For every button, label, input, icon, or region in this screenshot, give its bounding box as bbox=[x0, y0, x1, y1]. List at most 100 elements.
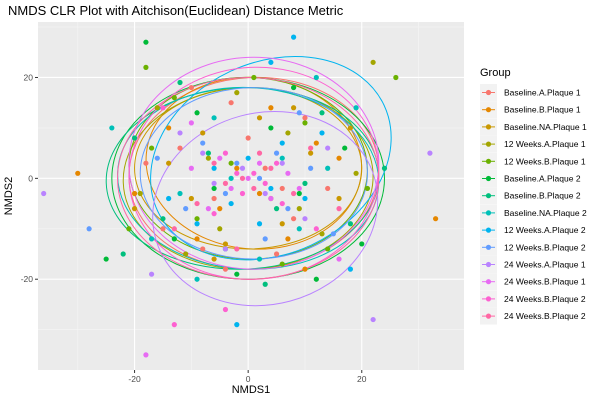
data-point bbox=[143, 160, 149, 166]
data-point bbox=[325, 145, 331, 151]
data-point bbox=[313, 276, 319, 282]
data-point bbox=[279, 200, 285, 207]
data-point bbox=[217, 206, 223, 212]
data-point bbox=[268, 195, 274, 202]
data-point bbox=[149, 236, 155, 242]
data-point bbox=[427, 150, 433, 156]
data-point bbox=[285, 206, 291, 212]
data-point bbox=[160, 216, 166, 222]
confidence-ellipses bbox=[105, 56, 392, 307]
data-point bbox=[302, 266, 308, 272]
data-point bbox=[273, 150, 280, 156]
data-point bbox=[177, 145, 183, 151]
legend-key-point bbox=[485, 107, 492, 113]
legend-key-point bbox=[485, 296, 492, 302]
data-point bbox=[177, 130, 183, 136]
data-point bbox=[194, 200, 200, 207]
data-point bbox=[279, 185, 285, 192]
data-point bbox=[291, 190, 297, 197]
data-point bbox=[256, 115, 263, 121]
legend-label: Baseline.A.Plaque 1 bbox=[504, 88, 581, 98]
series-ellipse bbox=[139, 87, 368, 260]
data-point bbox=[131, 206, 138, 212]
data-point bbox=[183, 206, 189, 212]
data-point bbox=[273, 206, 280, 212]
data-point bbox=[353, 170, 359, 176]
data-point bbox=[137, 190, 143, 197]
data-point bbox=[291, 105, 297, 111]
legend-label: Baseline.B.Plaque 2 bbox=[504, 191, 581, 201]
data-point bbox=[234, 322, 240, 328]
legend-key-point bbox=[485, 210, 492, 216]
data-point bbox=[268, 105, 274, 111]
data-point bbox=[143, 352, 149, 358]
data-point bbox=[302, 180, 308, 186]
series-ellipse bbox=[150, 56, 392, 261]
data-point bbox=[234, 246, 240, 252]
data-point bbox=[336, 206, 342, 212]
data-point bbox=[211, 256, 217, 262]
data-point bbox=[285, 170, 291, 176]
data-point bbox=[149, 271, 155, 277]
data-point bbox=[245, 175, 251, 181]
series-ellipse bbox=[152, 110, 379, 307]
legend-key-point bbox=[485, 279, 492, 285]
data-point bbox=[217, 155, 223, 161]
data-point bbox=[296, 185, 302, 192]
data-point bbox=[336, 155, 342, 161]
y-axis-label: NMDS2 bbox=[3, 177, 15, 216]
data-point bbox=[228, 185, 234, 192]
data-point bbox=[41, 190, 47, 197]
data-point bbox=[268, 125, 274, 131]
plot-background bbox=[38, 22, 464, 370]
legend-label: 12 Weeks.A.Plaque 1 bbox=[504, 139, 586, 149]
data-point bbox=[353, 105, 359, 111]
data-point bbox=[279, 155, 285, 161]
data-point bbox=[393, 74, 399, 81]
data-point bbox=[313, 74, 319, 81]
data-point bbox=[211, 115, 217, 121]
legend-key-point bbox=[485, 244, 492, 250]
data-point bbox=[302, 195, 308, 202]
legend-label: Baseline.NA.Plaque 2 bbox=[504, 208, 587, 218]
data-point bbox=[347, 125, 353, 131]
data-point bbox=[370, 59, 376, 65]
data-point bbox=[194, 110, 200, 116]
legend-label: 12 Weeks.B.Plaque 1 bbox=[504, 156, 586, 166]
legend-label: Baseline.B.Plaque 1 bbox=[504, 105, 581, 115]
data-point bbox=[285, 236, 291, 242]
series-ellipse bbox=[117, 76, 380, 280]
y-tick-label: 20 bbox=[24, 72, 34, 82]
data-point bbox=[228, 100, 234, 106]
data-point bbox=[279, 221, 285, 227]
data-point bbox=[279, 160, 285, 166]
data-point bbox=[211, 185, 217, 192]
data-point bbox=[234, 170, 240, 176]
data-point bbox=[245, 135, 251, 141]
data-point bbox=[126, 226, 132, 232]
data-point bbox=[177, 190, 183, 197]
data-point bbox=[205, 206, 211, 212]
data-point bbox=[143, 39, 149, 45]
data-point bbox=[262, 281, 268, 287]
data-point bbox=[291, 84, 297, 91]
data-point bbox=[222, 266, 229, 272]
data-point bbox=[262, 180, 268, 186]
data-point bbox=[194, 221, 200, 227]
data-point bbox=[222, 241, 229, 247]
data-point bbox=[131, 190, 138, 197]
data-point bbox=[103, 256, 109, 262]
data-point bbox=[154, 155, 160, 161]
data-point bbox=[211, 195, 217, 202]
data-point bbox=[256, 256, 263, 262]
data-point bbox=[319, 110, 325, 116]
data-point bbox=[234, 160, 240, 166]
data-point bbox=[381, 165, 388, 171]
data-point bbox=[262, 190, 268, 197]
data-point bbox=[211, 165, 217, 171]
data-point bbox=[222, 180, 229, 186]
x-tick-label: 20 bbox=[357, 374, 367, 384]
data-point bbox=[336, 256, 342, 262]
data-point bbox=[347, 266, 353, 272]
data-point bbox=[285, 130, 291, 136]
